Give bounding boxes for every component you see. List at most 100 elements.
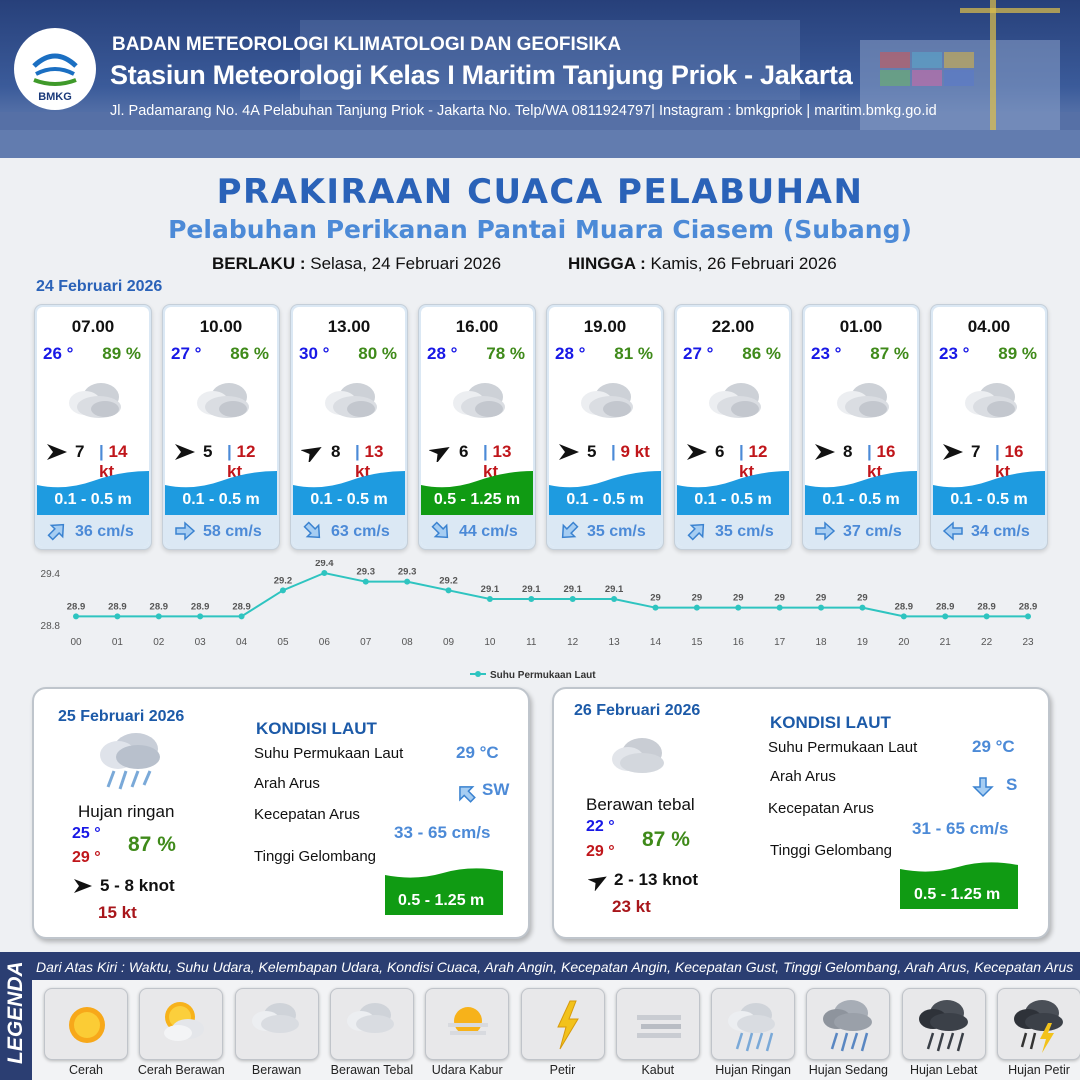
hujan-lebat-icon [901, 988, 986, 1060]
forecast-card-body: 01.00 23 ° 87 % 8 | 16 kt 0.1 - 0.5 m 37… [805, 307, 917, 547]
data-label: 28.9 [1019, 601, 1038, 612]
legend-series-name: Suhu Permukaan Laut [490, 670, 596, 681]
data-label: 29.2 [274, 575, 293, 586]
legend-label: Cerah [68, 1063, 104, 1077]
wind-direction-icon [72, 877, 94, 900]
station-name: Stasiun Meteorologi Kelas I Maritim Tanj… [110, 60, 853, 90]
data-point [73, 613, 79, 620]
day2-wind-speed: 5 - 8 knot [100, 876, 175, 895]
x-tick-label: 13 [609, 637, 621, 648]
x-tick-label: 14 [650, 637, 662, 648]
card-current: 58 cm/s [165, 515, 277, 547]
data-point [279, 587, 286, 594]
day2-cur-dir-label: Arah Arus [254, 775, 320, 792]
legend-label: Hujan Ringan [715, 1063, 791, 1077]
card-time: 04.00 [967, 317, 1011, 336]
wave-height-icon [677, 471, 789, 515]
card-temperature: 28 ° [427, 344, 458, 363]
data-point [528, 596, 535, 602]
card-gust: | 13 kt [355, 442, 384, 481]
x-tick-label: 18 [815, 637, 827, 648]
forecast-card: 01.00 23 ° 87 % 8 | 16 kt 0.1 - 0.5 m 37… [802, 304, 920, 550]
berawan-icon [234, 988, 319, 1060]
card-wave-height: 0.1 - 0.5 m [310, 491, 388, 508]
validity-from-value: Selasa, 24 Februari 2026 [310, 254, 502, 273]
sea-temp-chart: 29.4 28.8 28.9 00 28.9 01 28.9 02 28.9 03 28.9 04 29… [41, 560, 1038, 681]
station-address: Jl. Padamarang No. 4A Pelabuhan Tanjung … [110, 103, 937, 119]
data-point [445, 587, 452, 594]
berawan-tebal-icon [449, 379, 511, 430]
berawan-tebal-icon [329, 988, 414, 1060]
data-point [1025, 613, 1031, 620]
legend-label: Udara Kabur [431, 1063, 503, 1077]
berawan-tebal-icon [577, 379, 639, 430]
wind-direction-icon [45, 442, 69, 467]
data-point [859, 604, 866, 611]
page-title: PRAKIRAAN CUACA PELABUHAN [216, 172, 864, 212]
x-tick-label: 04 [236, 637, 248, 648]
legend-title: LEGENDA [4, 961, 27, 1064]
validity-from: BERLAKU : Selasa, 24 Februari 2026 [212, 254, 501, 274]
data-label: 29.1 [605, 584, 624, 595]
x-tick-label: 16 [733, 637, 745, 648]
card-time: 19.00 [583, 317, 627, 336]
legend-marker [475, 671, 481, 677]
day3-sst-label: Suhu Permukaan Laut [768, 739, 918, 756]
wave-height-icon [805, 471, 917, 515]
card-humidity: 86 % [742, 344, 781, 363]
x-tick-label: 23 [1022, 637, 1034, 648]
data-point [238, 613, 245, 620]
forecast-card: 16.00 28 ° 78 % 6 | 13 kt 0.5 - 1.25 m 4… [418, 304, 536, 550]
card-humidity: 78 % [486, 344, 525, 363]
forecast-card-body: 07.00 26 ° 89 % 7 | 14 kt 0.1 - 0.5 m 36… [37, 307, 149, 547]
wave-height-icon [37, 471, 149, 515]
data-point [321, 570, 328, 576]
wind-direction-icon [587, 871, 610, 896]
data-label: 29 [650, 593, 661, 604]
data-point [942, 613, 949, 620]
data-label: 28.9 [936, 601, 955, 612]
day3-kondisi-title: KONDISI LAUT [770, 713, 891, 732]
udara-kabur-icon [425, 988, 510, 1060]
card-gust-value: 13 kt [355, 442, 384, 481]
x-tick-label: 21 [940, 637, 952, 648]
card-wind: 7 | 16 kt [937, 440, 1043, 481]
bmkg-logo: BMKG [14, 28, 96, 110]
day3-wave-value: 0.5 - 1.25 m [914, 886, 1001, 903]
day2-condition: Hujan ringan [78, 802, 175, 821]
card-humidity: 89 % [998, 344, 1037, 363]
data-point [486, 596, 493, 602]
x-tick-label: 15 [691, 637, 703, 648]
forecast-card: 10.00 27 ° 86 % 5 | 12 kt 0.1 - 0.5 m 58… [162, 304, 280, 550]
x-tick-label: 09 [443, 637, 455, 648]
day1-date: 24 Februari 2026 [36, 278, 163, 295]
port-illustration [0, 0, 1080, 158]
hujan-petir-icon [997, 988, 1080, 1060]
card-current-speed: 35 cm/s [587, 523, 646, 540]
day3-cur-dir-value: S [1006, 775, 1018, 794]
legend-label: Hujan Lebat [909, 1063, 978, 1077]
forecast-card-body: 16.00 28 ° 78 % 6 | 13 kt 0.5 - 1.25 m 4… [421, 307, 533, 547]
x-tick-label: 06 [319, 637, 331, 648]
card-wind: 6 | 13 kt [425, 440, 531, 481]
card-wind: 8 | 13 kt [297, 440, 403, 481]
validity-to-value: Kamis, 26 Februari 2026 [650, 254, 837, 273]
day3-cur-speed-value: 31 - 65 cm/s [912, 819, 1009, 838]
legend-label: Petir [549, 1063, 576, 1077]
wind-direction-icon [428, 442, 453, 467]
data-point [404, 578, 411, 585]
day3-humidity: 87 % [642, 828, 690, 851]
day3-cur-speed-label: Kecepatan Arus [768, 800, 874, 817]
validity-to: HINGGA : Kamis, 26 Februari 2026 [568, 254, 837, 274]
x-tick-label: 12 [567, 637, 579, 648]
card-wind-speed: 5 [203, 442, 213, 461]
card-wave-height: 0.1 - 0.5 m [694, 491, 772, 508]
data-label: 29.4 [315, 560, 334, 569]
day2-temp-min: 25 ° [72, 825, 101, 842]
day2-date: 25 Februari 2026 [58, 708, 185, 725]
data-label: 29.1 [522, 584, 541, 595]
data-label: 29.1 [481, 584, 500, 595]
data-point [569, 596, 576, 602]
day2-gust: 15 kt [98, 903, 137, 922]
berawan-tebal-icon [833, 379, 895, 430]
